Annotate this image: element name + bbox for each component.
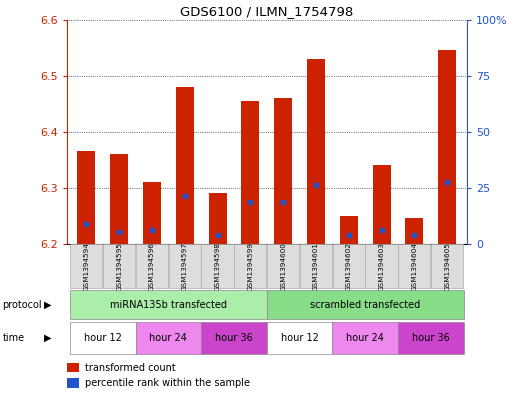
Bar — [372, 165, 390, 244]
Bar — [67, 378, 78, 387]
Text: GSM1394603: GSM1394603 — [379, 242, 385, 291]
Bar — [398, 322, 464, 354]
Bar — [77, 151, 95, 244]
Bar — [103, 244, 135, 288]
Bar — [169, 244, 201, 288]
Text: miRNA135b transfected: miRNA135b transfected — [110, 299, 227, 310]
Bar — [110, 154, 128, 244]
Text: GSM1394600: GSM1394600 — [280, 242, 286, 291]
Text: hour 24: hour 24 — [149, 333, 187, 343]
Bar — [307, 59, 325, 244]
Bar — [333, 244, 365, 288]
Bar — [234, 244, 266, 288]
Bar — [136, 244, 168, 288]
Bar — [332, 322, 398, 354]
Text: GSM1394596: GSM1394596 — [149, 242, 155, 291]
Text: GSM1394605: GSM1394605 — [444, 242, 450, 291]
Bar — [67, 363, 78, 373]
Bar — [70, 290, 267, 319]
Bar — [267, 244, 299, 288]
Text: transformed count: transformed count — [85, 362, 175, 373]
Text: GSM1394602: GSM1394602 — [346, 242, 352, 291]
Bar — [202, 244, 233, 288]
Text: hour 36: hour 36 — [412, 333, 449, 343]
Text: ▶: ▶ — [44, 333, 51, 343]
Bar — [201, 322, 267, 354]
Bar — [431, 244, 463, 288]
Bar — [241, 101, 260, 244]
Title: GDS6100 / ILMN_1754798: GDS6100 / ILMN_1754798 — [180, 6, 353, 18]
Bar — [438, 50, 456, 244]
Bar — [70, 322, 135, 354]
Bar — [300, 244, 332, 288]
Text: percentile rank within the sample: percentile rank within the sample — [85, 378, 250, 388]
Text: hour 36: hour 36 — [215, 333, 253, 343]
Text: GSM1394594: GSM1394594 — [84, 242, 89, 291]
Bar — [209, 193, 227, 244]
Text: GSM1394597: GSM1394597 — [182, 242, 188, 291]
Bar — [267, 322, 332, 354]
Bar — [176, 87, 194, 244]
Text: time: time — [3, 333, 25, 343]
Bar — [135, 322, 201, 354]
Bar — [70, 244, 103, 288]
Text: scrambled transfected: scrambled transfected — [310, 299, 420, 310]
Text: GSM1394595: GSM1394595 — [116, 242, 122, 291]
Text: GSM1394599: GSM1394599 — [247, 242, 253, 291]
Text: GSM1394598: GSM1394598 — [214, 242, 221, 291]
Text: hour 12: hour 12 — [84, 333, 122, 343]
Text: GSM1394604: GSM1394604 — [411, 242, 418, 291]
Bar — [365, 244, 398, 288]
Text: protocol: protocol — [3, 299, 42, 310]
Bar — [274, 98, 292, 244]
Bar — [398, 244, 430, 288]
Text: ▶: ▶ — [44, 299, 51, 310]
Text: hour 12: hour 12 — [281, 333, 319, 343]
Bar — [267, 290, 464, 319]
Bar — [405, 219, 423, 244]
Text: GSM1394601: GSM1394601 — [313, 242, 319, 291]
Bar — [143, 182, 161, 244]
Text: hour 24: hour 24 — [346, 333, 384, 343]
Bar — [340, 216, 358, 244]
